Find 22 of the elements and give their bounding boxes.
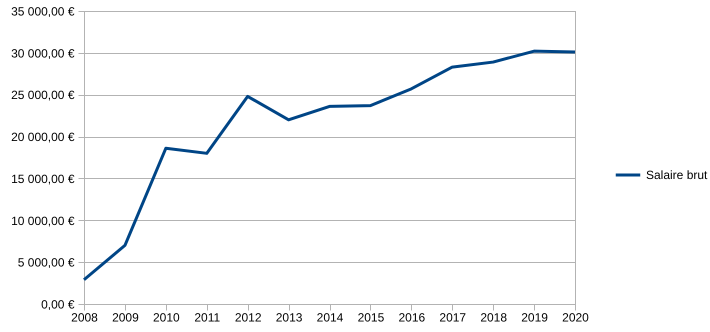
y-tick-label: 15 000,00 € xyxy=(11,172,75,186)
x-tick-label: 2010 xyxy=(152,310,180,324)
x-tick-label: 2013 xyxy=(276,310,303,324)
x-tick-label: 2015 xyxy=(358,310,385,324)
y-tick-label: 25 000,00 € xyxy=(11,88,75,102)
x-tick-label: 2016 xyxy=(398,310,426,324)
x-tick-label: 2008 xyxy=(71,310,98,324)
x-tick-label: 2012 xyxy=(234,310,262,324)
y-tick-label: 30 000,00 € xyxy=(11,46,75,60)
x-tick-label: 2014 xyxy=(316,310,344,324)
legend-label: Salaire brut xyxy=(646,168,708,182)
y-tick-label: 35 000,00 € xyxy=(11,4,75,18)
x-tick-label: 2011 xyxy=(194,310,220,324)
y-tick-label: 20 000,00 € xyxy=(11,130,75,144)
y-tick-label: 5 000,00 € xyxy=(18,256,75,270)
x-tick-label: 2009 xyxy=(112,310,140,324)
x-tick-label: 2017 xyxy=(439,310,466,324)
y-tick-label: 0,00 € xyxy=(41,298,75,312)
x-tick-label: 2019 xyxy=(521,310,548,324)
x-tick-label: 2020 xyxy=(562,310,590,324)
y-tick-label: 10 000,00 € xyxy=(11,214,75,228)
x-tick-label: 2018 xyxy=(480,310,508,324)
